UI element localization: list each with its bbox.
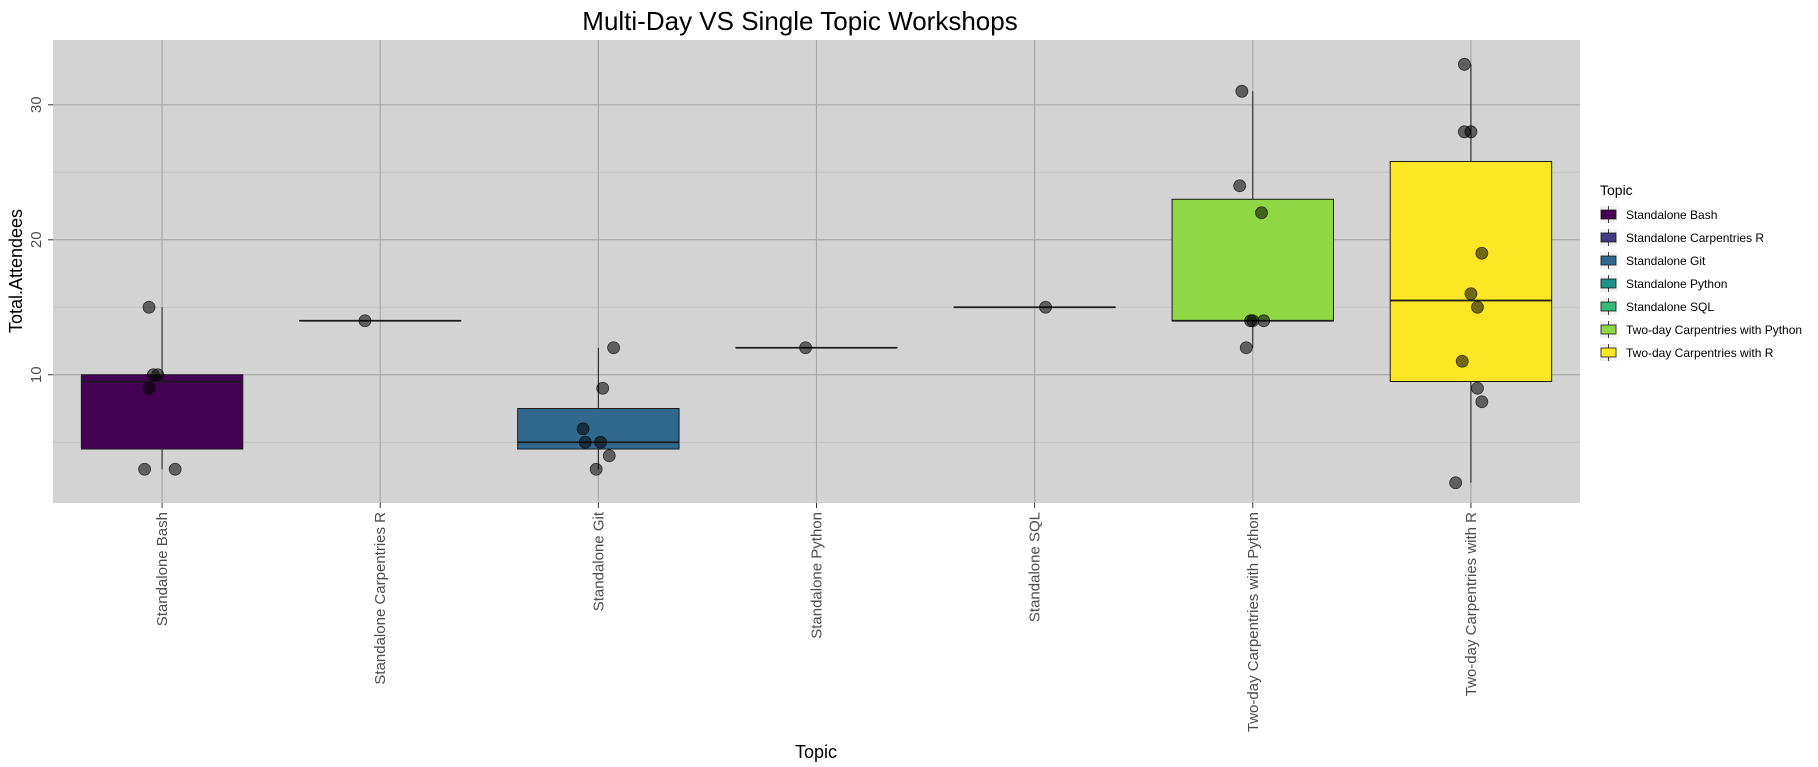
data-point: [799, 341, 812, 355]
data-point: [1449, 476, 1463, 490]
data-point: [1235, 84, 1249, 98]
x-tick-label: Two-day Carpentries with R: [1463, 512, 1480, 696]
x-axis-title: Topic: [795, 742, 837, 762]
legend-item: Standalone Git: [1600, 252, 1706, 269]
legend-label: Standalone Python: [1626, 277, 1727, 291]
x-tick-label: Standalone Git: [590, 511, 607, 611]
data-point: [1246, 314, 1260, 328]
legend: Topic Standalone Bash Standalone Carpentr…: [1600, 182, 1802, 361]
data-point: [1457, 57, 1471, 71]
data-point: [1471, 300, 1484, 314]
x-tick-label: Standalone Python: [809, 512, 826, 639]
data-point: [1255, 206, 1268, 220]
data-point: [1475, 246, 1489, 260]
data-point: [578, 435, 592, 449]
x-axis-ticks: Standalone Bash Standalone Carpentries R S…: [154, 503, 1480, 732]
data-point: [589, 462, 603, 476]
legend-key-swatch: [1600, 255, 1617, 266]
legend-key-swatch: [1600, 324, 1617, 335]
x-tick-label: Standalone Carpentries R: [372, 512, 389, 685]
data-point: [138, 462, 152, 476]
data-point: [594, 435, 607, 449]
y-tick-label: 10: [28, 366, 45, 383]
data-point: [1471, 381, 1484, 395]
data-point: [1464, 287, 1478, 301]
data-point: [1039, 300, 1052, 314]
y-tick-label: 30: [28, 96, 45, 113]
legend-key-swatch: [1600, 209, 1617, 220]
box-body: [1171, 198, 1334, 322]
data-point: [168, 462, 182, 476]
data-point: [358, 314, 372, 328]
data-point: [142, 381, 156, 395]
data-point: [1475, 395, 1489, 409]
legend-item: Standalone Python: [1600, 275, 1727, 292]
box-body: [1389, 160, 1553, 383]
box-body: [80, 374, 244, 450]
legend-item: Standalone Bash: [1600, 206, 1717, 223]
data-point: [142, 300, 156, 314]
data-point: [602, 449, 616, 463]
data-point: [1455, 354, 1469, 368]
data-point: [1257, 314, 1271, 328]
box-6: [1389, 64, 1553, 483]
legend-label: Standalone Bash: [1626, 208, 1717, 222]
legend-item: Two-day Carpentries with R: [1600, 344, 1774, 361]
legend-label: Two-day Carpentries with Python: [1626, 323, 1802, 337]
legend-label: Two-day Carpentries with R: [1626, 346, 1774, 360]
data-point: [1239, 341, 1253, 355]
y-axis-ticks: 10 20 30: [28, 96, 53, 383]
boxes-layer: [80, 64, 1553, 483]
grid-lines: [53, 40, 1580, 503]
legend-label: Standalone Git: [1626, 254, 1706, 268]
legend-key-swatch: [1600, 301, 1617, 312]
legend-label: Standalone SQL: [1626, 300, 1714, 314]
x-tick-label: Standalone Bash: [154, 512, 171, 626]
data-point: [596, 381, 610, 395]
legend-label: Standalone Carpentries R: [1626, 231, 1764, 245]
x-tick-label: Standalone SQL: [1027, 512, 1044, 622]
legend-key-swatch: [1600, 232, 1617, 243]
points-layer: [138, 57, 1489, 490]
x-tick-label: Two-day Carpentries with Python: [1245, 512, 1262, 732]
chart-title: Multi-Day VS Single Topic Workshops: [582, 6, 1017, 36]
y-tick-label: 20: [28, 231, 45, 248]
legend-key-swatch: [1600, 278, 1617, 289]
data-point: [1233, 179, 1247, 193]
legend-item: Standalone Carpentries R: [1600, 229, 1764, 246]
legend-key-swatch: [1600, 347, 1617, 358]
data-point: [151, 368, 165, 382]
data-point: [576, 422, 590, 436]
legend-title: Topic: [1600, 182, 1633, 198]
data-point: [607, 341, 621, 355]
legend-item: Standalone SQL: [1600, 298, 1714, 315]
legend-item: Two-day Carpentries with Python: [1600, 321, 1802, 338]
y-axis-title: Total.Attendees: [6, 209, 26, 333]
data-point: [1464, 125, 1478, 139]
